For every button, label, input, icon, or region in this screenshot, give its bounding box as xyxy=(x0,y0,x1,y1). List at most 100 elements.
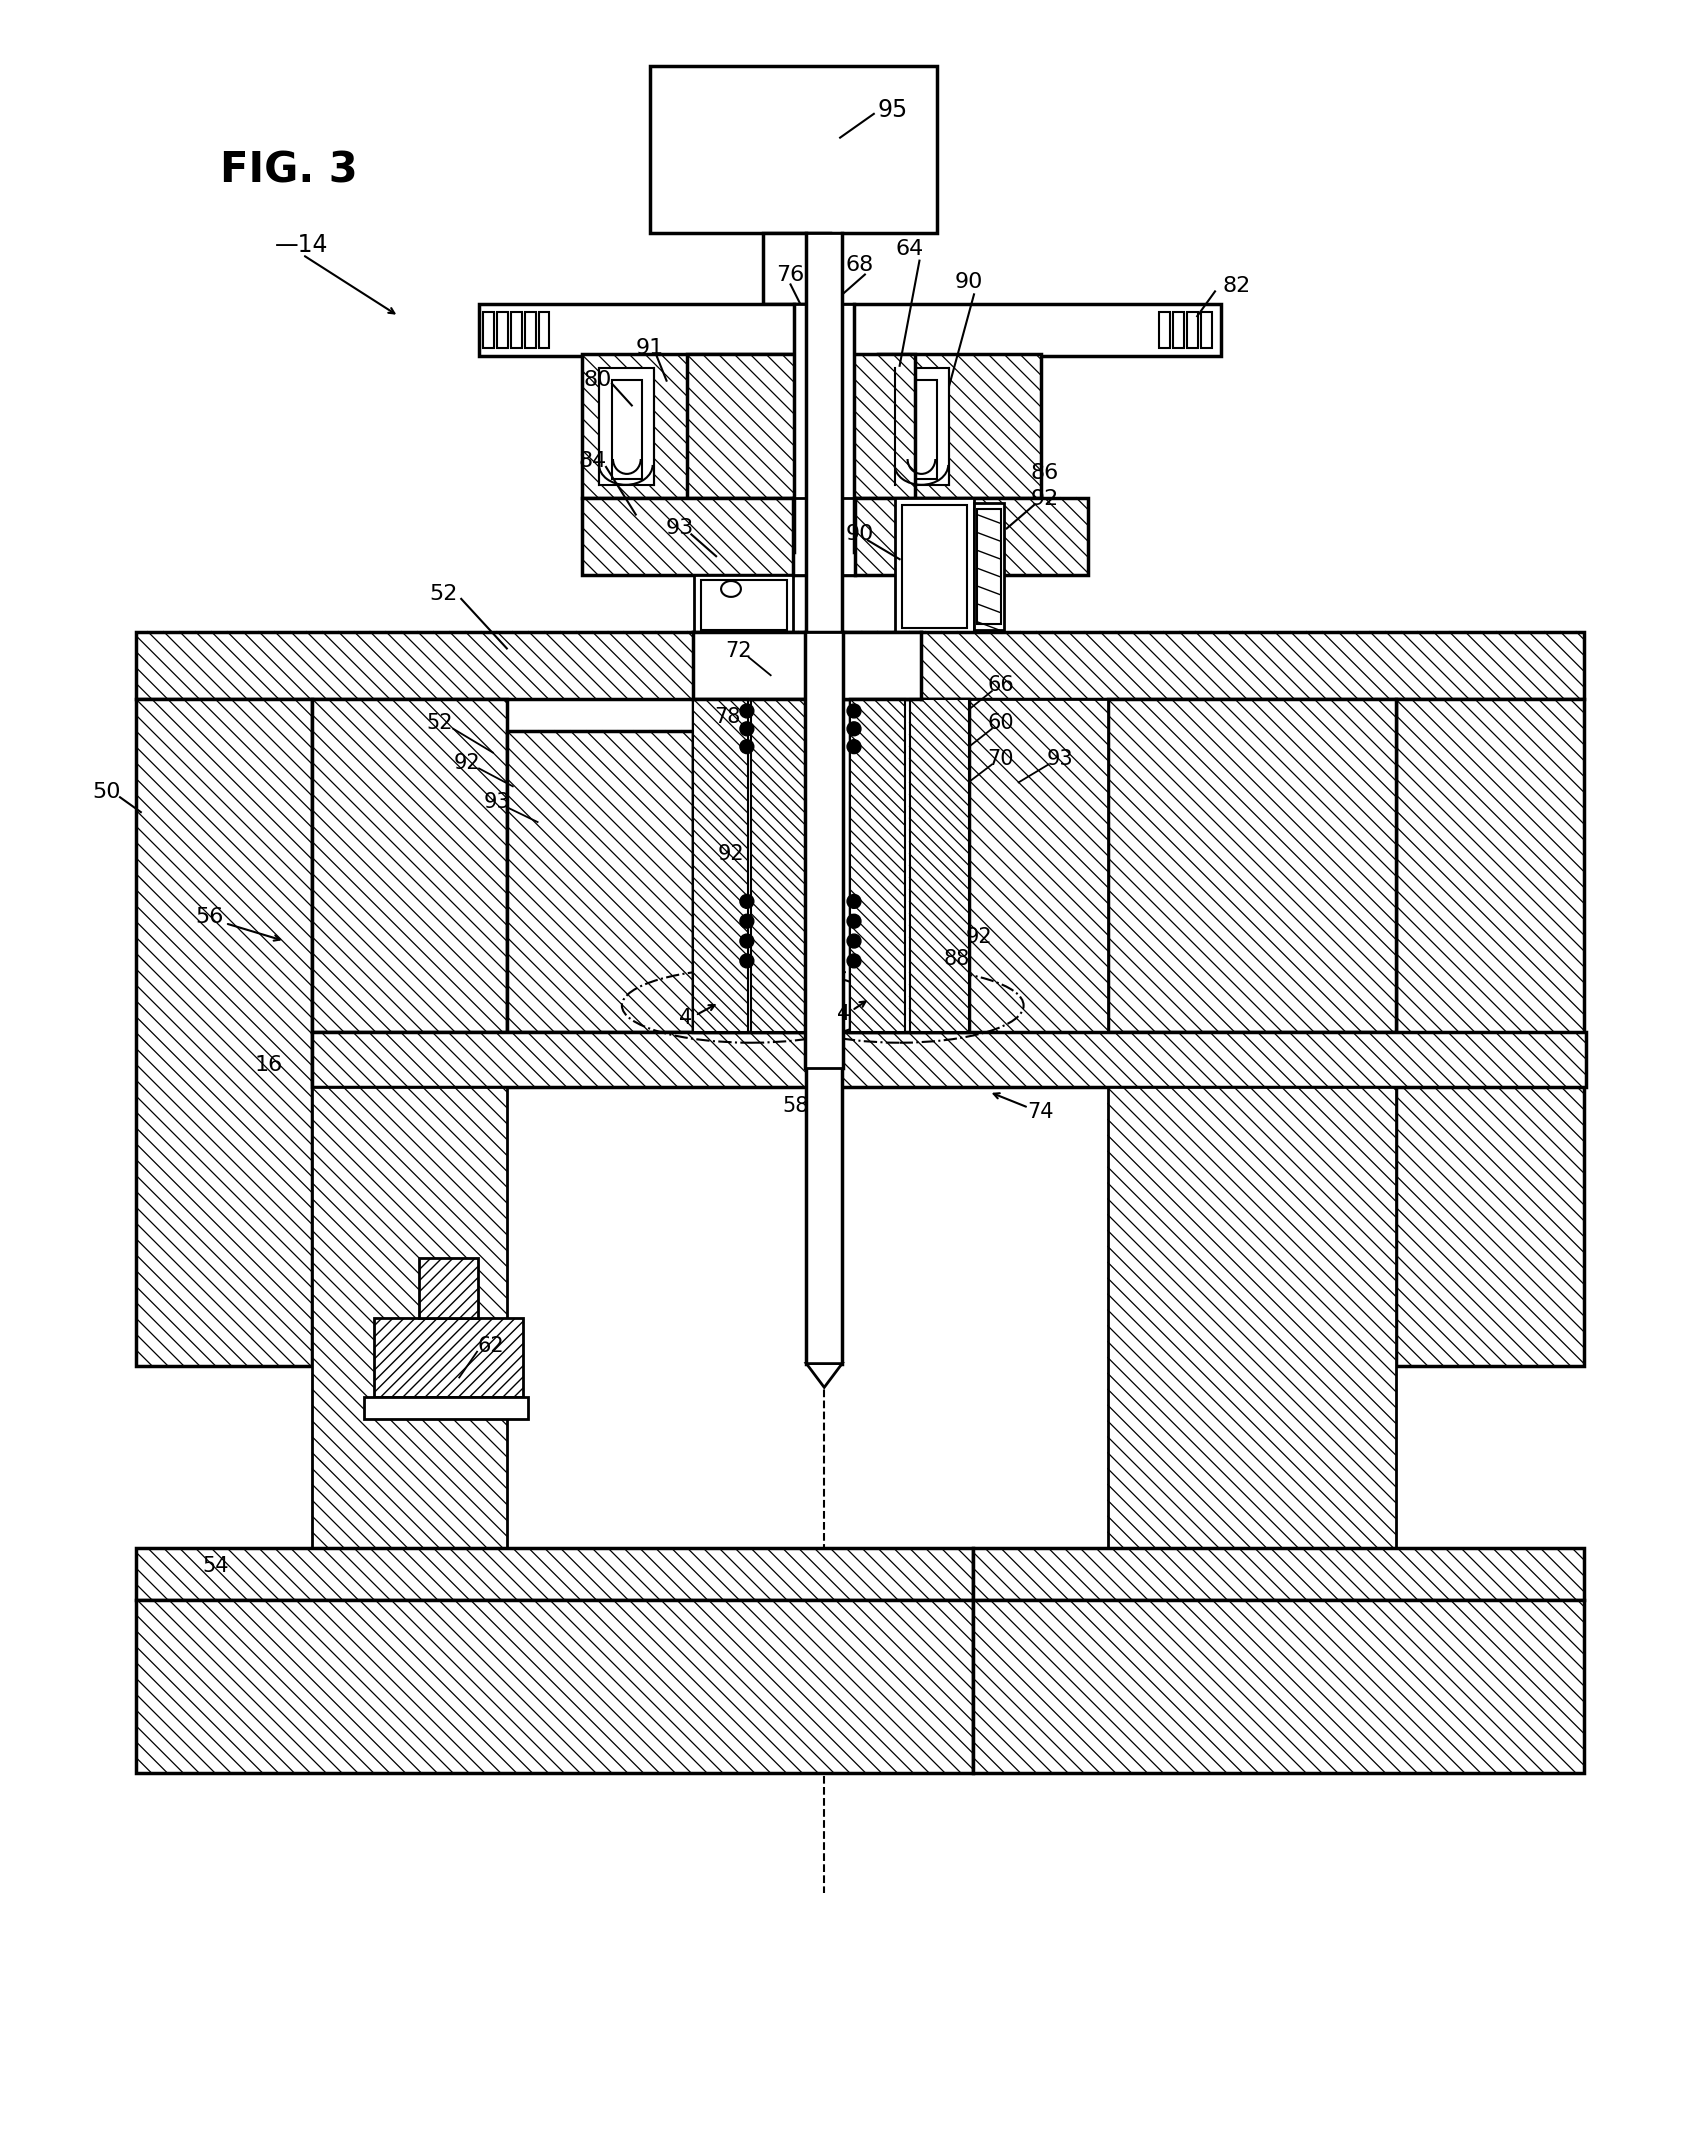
Text: 93: 93 xyxy=(483,792,510,811)
Circle shape xyxy=(847,895,860,908)
Circle shape xyxy=(739,739,754,754)
Bar xyxy=(312,1032,1586,1088)
Text: 52: 52 xyxy=(428,584,457,604)
Bar xyxy=(794,304,854,552)
Circle shape xyxy=(739,895,754,908)
Bar xyxy=(524,313,536,349)
Bar xyxy=(1108,1088,1396,1548)
Bar xyxy=(806,233,842,1364)
Bar xyxy=(1159,313,1171,349)
Bar xyxy=(894,497,975,634)
Bar xyxy=(137,632,1584,700)
Bar xyxy=(695,576,794,634)
Bar xyxy=(877,353,1041,497)
Text: 16: 16 xyxy=(254,1056,283,1075)
Text: 84: 84 xyxy=(579,452,606,471)
Text: 92: 92 xyxy=(454,751,480,773)
Bar xyxy=(497,313,509,349)
Text: 72: 72 xyxy=(725,642,753,662)
Bar xyxy=(312,700,507,1032)
Text: 95: 95 xyxy=(877,98,908,122)
Text: 64: 64 xyxy=(896,240,923,259)
Text: 93: 93 xyxy=(666,518,693,537)
Text: 88: 88 xyxy=(944,948,970,970)
Bar xyxy=(688,353,915,497)
Circle shape xyxy=(739,704,754,717)
Text: 70: 70 xyxy=(988,749,1014,769)
Text: 82: 82 xyxy=(1222,276,1251,295)
Bar xyxy=(510,313,522,349)
Bar xyxy=(751,700,806,1032)
Bar xyxy=(582,497,1087,576)
Bar xyxy=(1108,700,1396,1032)
Bar xyxy=(483,313,493,349)
Bar xyxy=(1396,700,1584,1366)
Text: 74: 74 xyxy=(1028,1103,1053,1122)
Bar xyxy=(794,497,855,576)
Bar xyxy=(693,632,922,700)
Text: 90: 90 xyxy=(954,272,983,293)
Bar xyxy=(763,233,830,304)
Text: 93: 93 xyxy=(1046,749,1074,769)
Text: —14: —14 xyxy=(275,233,328,257)
Bar xyxy=(364,1398,527,1419)
Bar xyxy=(973,1548,1584,1599)
Text: 68: 68 xyxy=(847,255,874,274)
Text: 66: 66 xyxy=(987,674,1014,696)
Text: 56: 56 xyxy=(195,908,224,927)
Text: 4: 4 xyxy=(838,1004,850,1023)
Bar xyxy=(702,580,787,629)
Text: 78: 78 xyxy=(714,707,741,728)
Circle shape xyxy=(739,933,754,948)
Circle shape xyxy=(847,955,860,968)
Bar xyxy=(973,1599,1584,1773)
Circle shape xyxy=(739,955,754,968)
Circle shape xyxy=(847,914,860,929)
Text: 54: 54 xyxy=(201,1557,229,1576)
Text: 92: 92 xyxy=(1031,488,1058,510)
Bar xyxy=(975,503,1004,629)
Bar xyxy=(312,1088,507,1548)
Bar xyxy=(693,700,806,1032)
Text: 92: 92 xyxy=(717,844,744,863)
Bar xyxy=(137,1599,973,1773)
Text: 92: 92 xyxy=(966,927,992,946)
Bar xyxy=(920,700,1108,1032)
Circle shape xyxy=(739,914,754,929)
Bar xyxy=(599,368,654,484)
Text: 90: 90 xyxy=(845,525,874,544)
Text: 86: 86 xyxy=(1031,462,1058,484)
Text: 80: 80 xyxy=(584,370,613,390)
Bar xyxy=(901,505,968,627)
Text: 4: 4 xyxy=(679,1008,691,1028)
Bar xyxy=(539,313,550,349)
Circle shape xyxy=(739,722,754,737)
Text: 52: 52 xyxy=(427,713,452,732)
Bar xyxy=(507,730,693,1032)
Circle shape xyxy=(847,933,860,948)
Text: 58: 58 xyxy=(782,1096,809,1115)
Text: 50: 50 xyxy=(92,781,121,803)
Bar xyxy=(137,1548,973,1599)
Bar xyxy=(374,1319,522,1398)
Bar xyxy=(480,304,1221,355)
Polygon shape xyxy=(806,1364,842,1387)
Bar xyxy=(650,66,937,233)
Bar xyxy=(693,700,748,1032)
Circle shape xyxy=(847,722,860,737)
Bar xyxy=(850,700,970,1032)
Bar xyxy=(418,1259,478,1319)
Bar xyxy=(613,379,642,480)
Bar xyxy=(1202,313,1212,349)
Bar xyxy=(850,700,905,1032)
Text: 76: 76 xyxy=(777,265,804,285)
Circle shape xyxy=(847,739,860,754)
Text: 62: 62 xyxy=(478,1336,504,1355)
Bar xyxy=(894,368,949,484)
Bar xyxy=(1188,313,1198,349)
Bar xyxy=(137,700,312,1366)
Bar xyxy=(582,353,811,497)
Text: 60: 60 xyxy=(987,713,1014,732)
Circle shape xyxy=(847,704,860,717)
Bar xyxy=(806,632,843,1068)
